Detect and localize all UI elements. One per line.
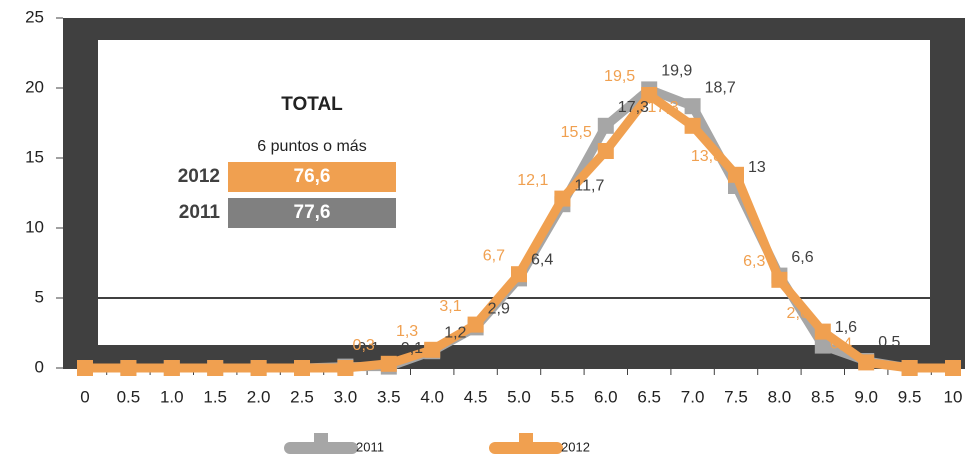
data-label: 1,6 [835, 319, 857, 336]
inset-title: TOTAL [281, 94, 343, 115]
x-tick-label: 2.5 [290, 387, 314, 406]
data-label: 0,1 [401, 340, 423, 357]
data-label: 6,6 [791, 249, 813, 266]
x-tick-label: 6.0 [594, 387, 618, 406]
legend-marker [314, 433, 328, 445]
x-tick-label: 6.5 [637, 387, 661, 406]
point-marker [771, 271, 788, 288]
point-marker [120, 360, 137, 376]
inset-bar [228, 198, 396, 228]
x-tick-label: 1.0 [160, 387, 184, 406]
point-marker [294, 360, 310, 376]
point-marker [207, 360, 224, 376]
x-tick-label: 5.5 [551, 387, 575, 406]
point-marker [814, 323, 831, 340]
data-label: 15,5 [561, 124, 592, 141]
data-label: 1,2 [444, 324, 466, 341]
x-tick-label: 5.0 [507, 387, 531, 406]
x-tick-label: 4.0 [420, 387, 444, 406]
x-tick-label: 8.5 [811, 387, 835, 406]
data-label: 18,7 [705, 79, 736, 96]
data-label: 0,3 [353, 337, 375, 354]
point-marker [424, 341, 441, 358]
y-tick-label: 10 [25, 217, 44, 236]
legend-marker [519, 433, 533, 445]
point-marker [77, 360, 93, 376]
data-label: 0,5 [878, 334, 900, 351]
point-marker [380, 355, 397, 372]
point-marker [554, 190, 571, 207]
data-label: 12,1 [517, 172, 548, 189]
y-tick-label: 0 [35, 357, 44, 376]
y-tick-label: 5 [35, 287, 44, 306]
x-tick-label: 0.5 [117, 387, 141, 406]
x-tick-label: 3.0 [334, 387, 358, 406]
data-label: 6,7 [483, 247, 505, 264]
inset-row-label: 2012 [178, 166, 220, 187]
x-tick-label: 7.0 [681, 387, 705, 406]
data-label: 13,8 [691, 148, 722, 165]
data-label: 2,9 [488, 301, 510, 318]
point-marker [467, 316, 484, 333]
point-marker [684, 117, 701, 134]
point-marker [511, 266, 527, 283]
x-tick-label: 9.0 [854, 387, 878, 406]
data-label: 1,3 [396, 323, 418, 340]
x-tick-label: 2.0 [247, 387, 271, 406]
inset-subtitle: 6 puntos o más [257, 138, 366, 155]
data-label: 6,4 [531, 252, 553, 269]
y-tick-label: 25 [25, 7, 44, 26]
point-marker [337, 360, 354, 376]
data-label: 2,6 [787, 305, 809, 322]
data-label: 0,1 [357, 340, 379, 357]
x-tick-label: 1.5 [203, 387, 227, 406]
point-marker [814, 337, 831, 354]
x-tick-label: 7.5 [724, 387, 748, 406]
data-label: 3,1 [439, 298, 461, 315]
point-marker [597, 143, 614, 159]
x-tick-label: 10 [944, 387, 963, 406]
point-marker [641, 87, 658, 103]
inset-bar [228, 162, 396, 192]
point-marker [728, 166, 744, 183]
legend-label: 2012 [561, 439, 590, 454]
x-tick-label: 8.0 [768, 387, 792, 406]
inset-row-value: 76,6 [294, 166, 331, 187]
point-marker [858, 354, 875, 371]
legend-label: 2011 [356, 439, 384, 454]
x-tick-label: 4.5 [464, 387, 488, 406]
point-marker [597, 117, 614, 134]
inset-row-label: 2011 [179, 202, 221, 223]
data-label: 6,3 [743, 253, 765, 270]
point-marker [250, 360, 267, 376]
data-label: 11,7 [574, 177, 604, 194]
point-marker [163, 360, 180, 376]
data-label: 17,3 [618, 99, 649, 116]
point-marker [945, 360, 961, 376]
inset-row-value: 77,6 [294, 202, 331, 223]
point-marker [901, 360, 918, 376]
y-tick-label: 20 [25, 77, 44, 96]
data-label: 0,4 [830, 336, 852, 353]
y-tick-label: 15 [25, 147, 44, 166]
point-marker [684, 98, 701, 115]
x-tick-label: 3.5 [377, 387, 401, 406]
x-tick-label: 9.5 [898, 387, 922, 406]
data-label: 19,9 [661, 63, 692, 80]
x-tick-label: 0 [80, 387, 89, 406]
data-label: 19,5 [604, 68, 635, 85]
data-label: 17,3 [647, 99, 678, 116]
data-label: 13 [748, 159, 766, 176]
